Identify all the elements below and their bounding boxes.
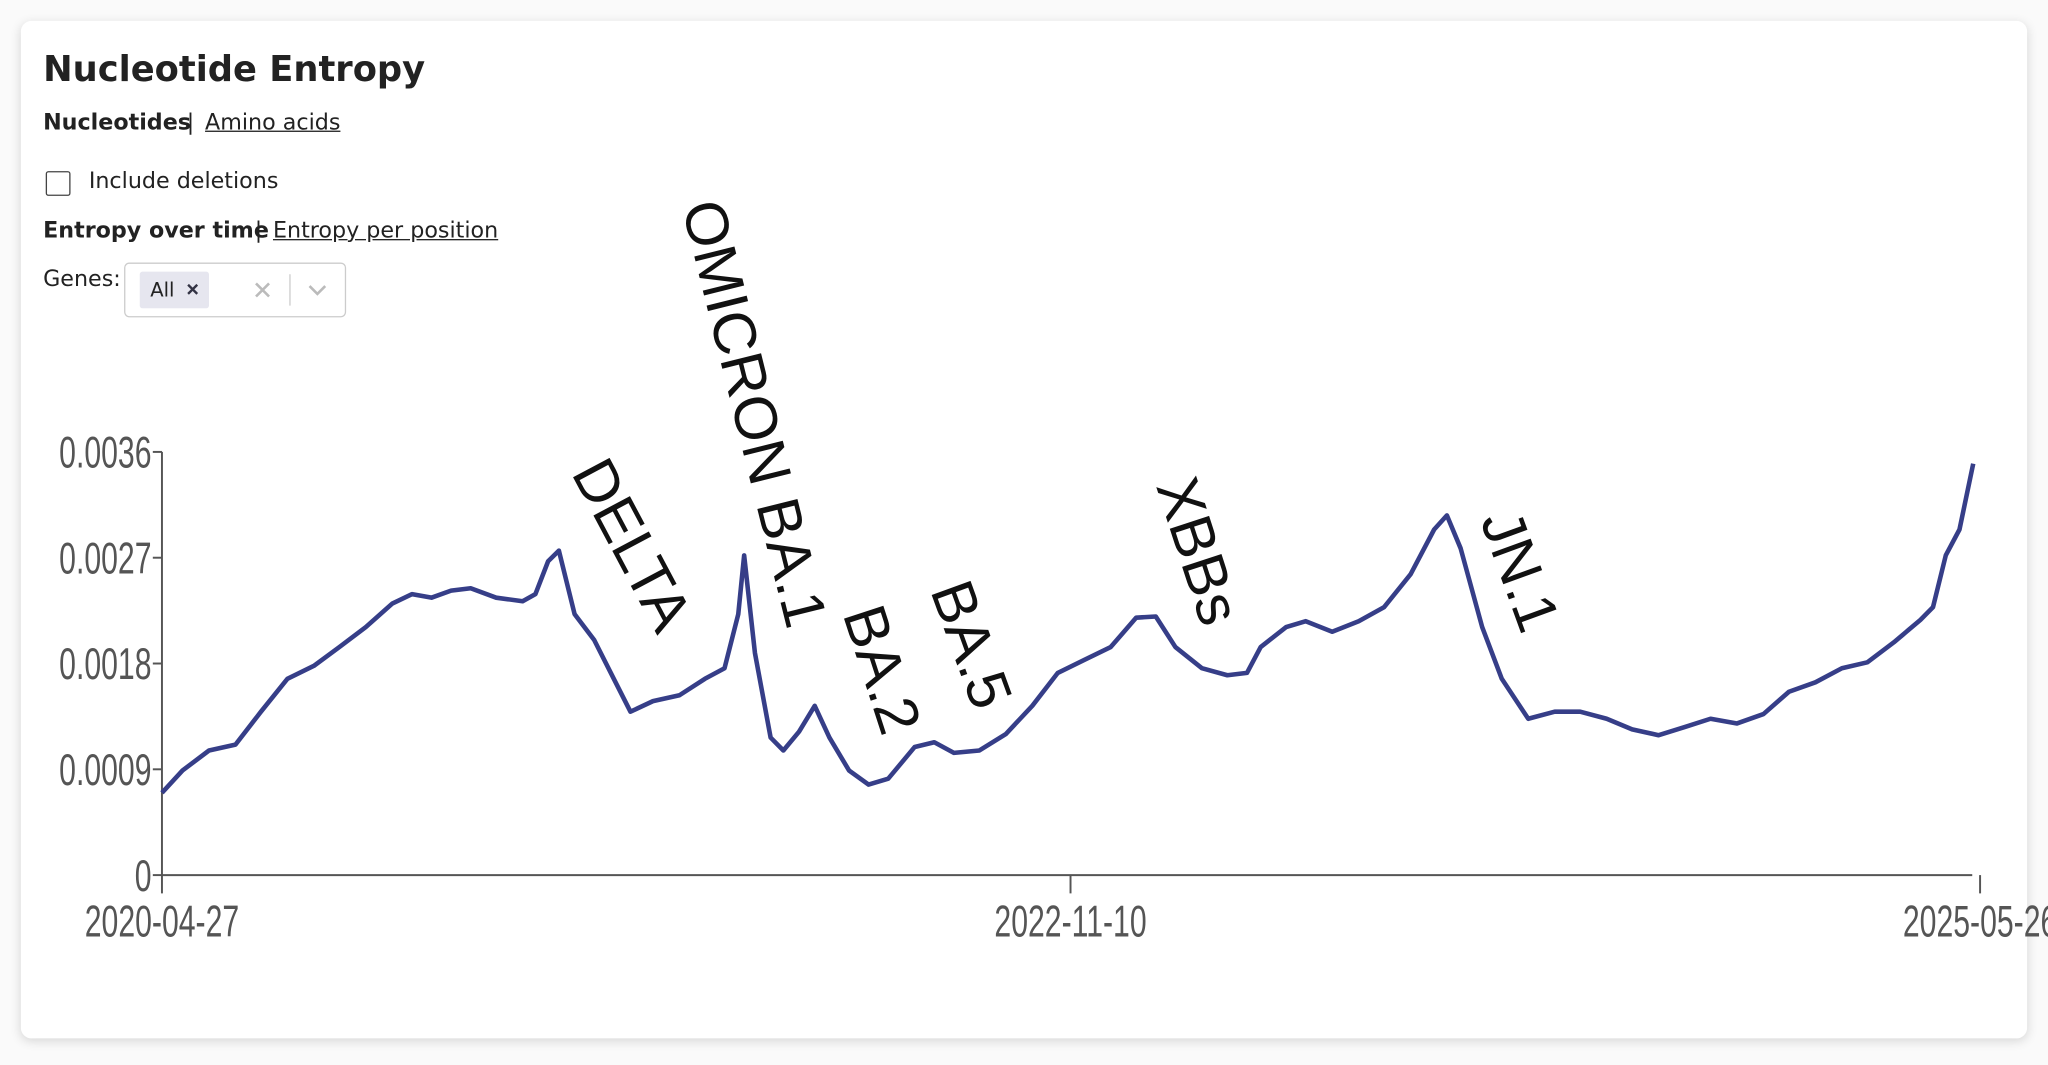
view-link[interactable]: Entropy per position	[272, 218, 499, 245]
tab-link[interactable]: Amino acids	[205, 109, 341, 136]
y-tick-label: 0	[135, 852, 152, 901]
annotation: DELTA	[559, 447, 705, 642]
x-tick-label: 2020-04-27	[85, 898, 239, 947]
annotation: BA.5	[918, 572, 1026, 717]
y-tick-label: 0.0009	[59, 746, 151, 795]
checkbox[interactable]	[45, 171, 71, 196]
gene-chip-label: All	[150, 278, 175, 302]
genes-label: Genes:	[43, 266, 121, 293]
annotation: OMICRON BA.1	[669, 193, 840, 634]
y-tick-label: 0.0027	[59, 535, 151, 584]
y-tick-label: 0.0018	[59, 641, 151, 690]
view-active: Entropy over time	[43, 218, 269, 245]
annotation: BA.2	[830, 597, 934, 742]
clear-icon[interactable]	[255, 282, 270, 298]
card	[20, 20, 2028, 1039]
select-icons	[187, 274, 327, 306]
gene-chip	[139, 271, 209, 309]
annotation: XBBs	[1144, 469, 1254, 633]
chip-remove[interactable]	[187, 283, 199, 295]
separator: |	[186, 109, 195, 136]
title: Nucleotide Entropy	[43, 49, 426, 91]
tab-active: Nucleotides	[43, 109, 191, 136]
checkbox-label[interactable]: Include deletions	[88, 168, 279, 195]
entropy-line	[160, 463, 1976, 795]
annotation: JN.1	[1468, 501, 1573, 640]
x-tick-label: 2022-11-10	[994, 898, 1146, 947]
chevron[interactable]	[308, 285, 327, 296]
separator: |	[254, 218, 263, 245]
y-tick-label: 0.0036	[59, 429, 151, 478]
x-tick-label: 2025-05-26	[1903, 898, 2048, 947]
